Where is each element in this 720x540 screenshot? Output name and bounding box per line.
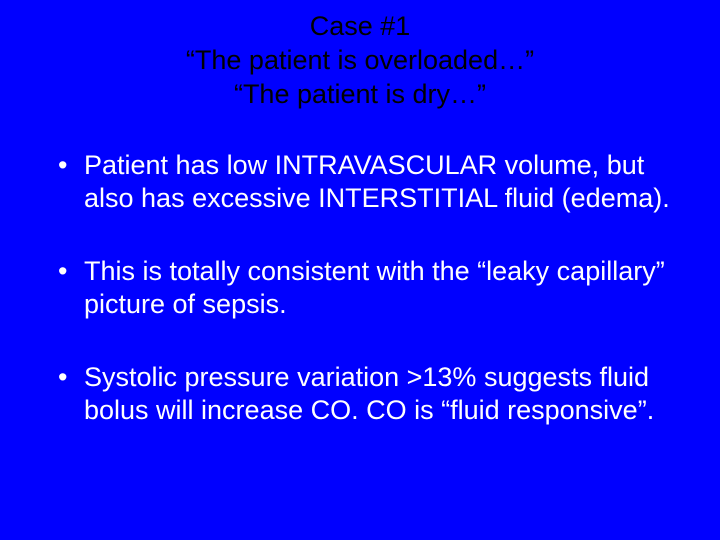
list-item: This is totally consistent with the “lea… <box>58 255 680 321</box>
title-line-1: Case #1 <box>40 10 680 44</box>
bullet-list: Patient has low INTRAVASCULAR volume, bu… <box>40 149 680 427</box>
slide: Case #1 “The patient is overloaded…” “Th… <box>0 0 720 540</box>
list-item: Systolic pressure variation >13% suggest… <box>58 361 680 427</box>
title-line-3: “The patient is dry…” <box>40 78 680 112</box>
slide-title: Case #1 “The patient is overloaded…” “Th… <box>40 10 680 111</box>
list-item: Patient has low INTRAVASCULAR volume, bu… <box>58 149 680 215</box>
title-line-2: “The patient is overloaded…” <box>40 44 680 78</box>
